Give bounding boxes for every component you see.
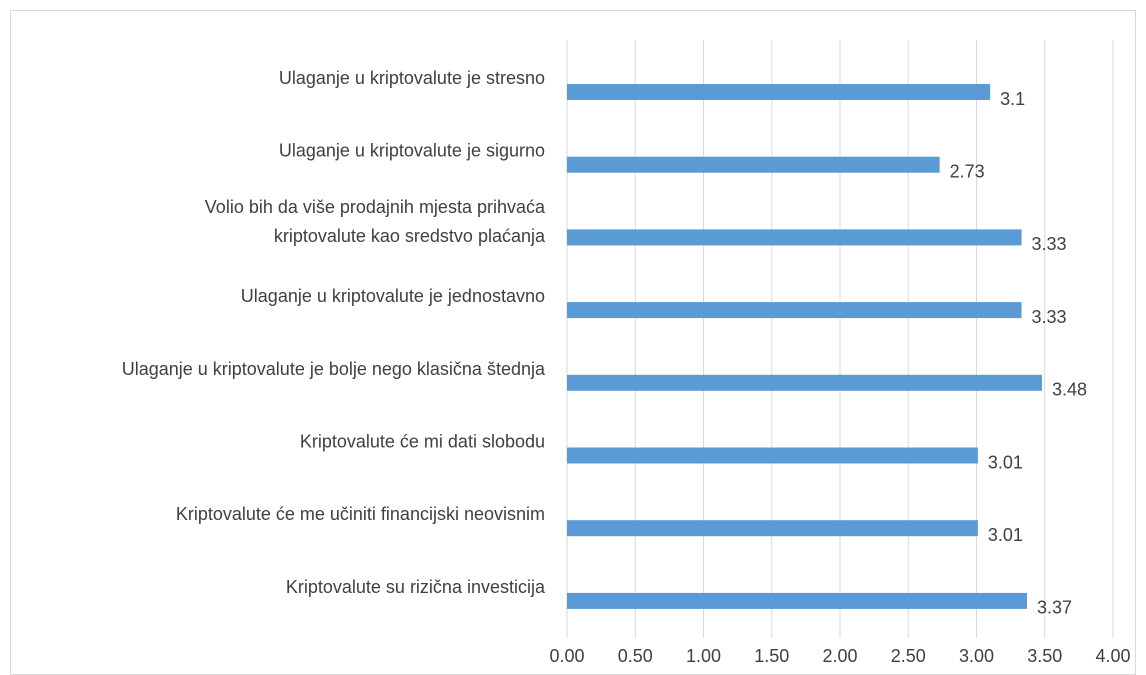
category-label: Kriptovalute će me učiniti financijski n…: [176, 504, 545, 524]
bar: [567, 156, 940, 173]
value-label: 3.33: [1032, 234, 1067, 254]
category-label: Ulaganje u kriptovalute je jednostavno: [241, 286, 545, 306]
category-label: Kriptovalute će mi dati slobodu: [300, 431, 545, 451]
x-tick-label: 3.00: [959, 646, 994, 666]
bar: [567, 84, 991, 100]
category-label: Volio bih da više prodajnih mjesta prihv…: [205, 197, 546, 246]
value-label: 3.37: [1037, 598, 1072, 618]
category-label-line: Ulaganje u kriptovalute je jednostavno: [241, 286, 545, 306]
category-label-line: Kriptovalute će mi dati slobodu: [300, 431, 545, 451]
bar: [567, 520, 978, 537]
category-label: Kriptovalute su rizična investicija: [286, 577, 546, 597]
category-label-line: Ulaganje u kriptovalute je bolje nego kl…: [122, 359, 546, 379]
value-label: 3.33: [1032, 307, 1067, 327]
category-label: Ulaganje u kriptovalute je stresno: [279, 68, 545, 88]
category-label-line: Kriptovalute su rizična investicija: [286, 577, 546, 597]
x-tick-label: 0.50: [618, 646, 653, 666]
x-tick-label: 2.50: [891, 646, 926, 666]
chart-border: [10, 10, 1136, 675]
category-label: Ulaganje u kriptovalute je sigurno: [279, 140, 545, 160]
x-tick-label: 0.00: [549, 646, 584, 666]
x-tick-label: 1.00: [686, 646, 721, 666]
bar: [567, 592, 1028, 609]
value-label: 3.48: [1052, 380, 1087, 400]
category-label-line: kriptovalute kao sredstvo plaćanja: [274, 226, 546, 246]
bar: [567, 447, 978, 464]
value-label: 3.1: [1000, 89, 1025, 109]
category-label: Ulaganje u kriptovalute je bolje nego kl…: [122, 359, 546, 379]
value-label: 3.01: [988, 525, 1023, 545]
bar: [567, 229, 1022, 246]
x-tick-label: 4.00: [1095, 646, 1130, 666]
x-tick-label: 3.50: [1027, 646, 1062, 666]
category-label-line: Kriptovalute će me učiniti financijski n…: [176, 504, 545, 524]
bar: [567, 374, 1043, 391]
x-tick-label: 1.50: [754, 646, 789, 666]
category-label-line: Ulaganje u kriptovalute je stresno: [279, 68, 545, 88]
value-label: 3.01: [988, 452, 1023, 472]
category-label-line: Volio bih da više prodajnih mjesta prihv…: [205, 197, 546, 217]
category-label-line: Ulaganje u kriptovalute je sigurno: [279, 140, 545, 160]
bar: [567, 302, 1022, 319]
x-tick-label: 2.00: [822, 646, 857, 666]
value-label: 2.73: [950, 161, 985, 181]
